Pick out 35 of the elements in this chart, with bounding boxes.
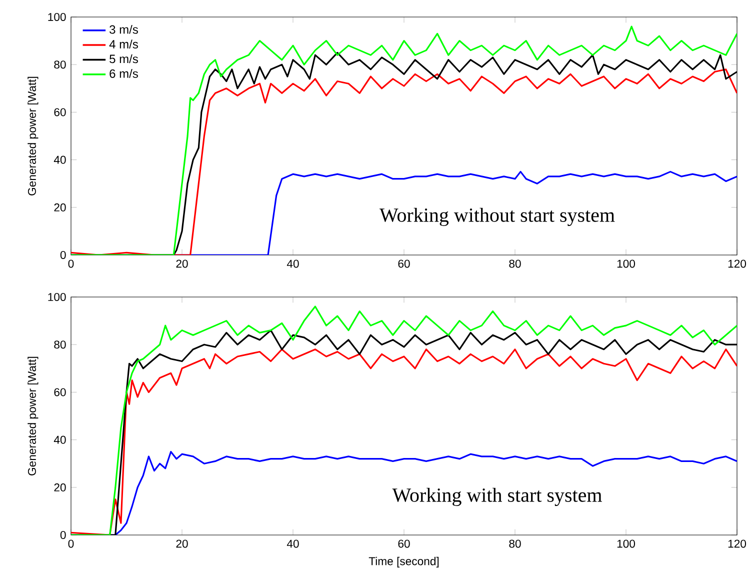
x-tick-label: 0 <box>68 540 74 548</box>
y-tick-label: 60 <box>54 108 66 116</box>
y-tick-label: 80 <box>54 60 66 69</box>
x-tick-label: 80 <box>509 540 521 548</box>
y-axis-title: Generated power [Watt] <box>28 356 38 476</box>
legend-label: 5 m/s <box>110 54 138 64</box>
x-tick-label: 20 <box>176 540 188 548</box>
x-tick-label: 0 <box>68 260 74 268</box>
y-tick-label: 20 <box>54 483 66 492</box>
x-axis-title: Time [second] <box>368 556 439 568</box>
y-tick-label: 100 <box>48 12 66 21</box>
legend-label: 6 m/s <box>110 69 138 78</box>
y-tick-label: 80 <box>54 340 66 349</box>
legend-label: 4 m/s <box>109 40 138 48</box>
y-axis-title: Generated power [Watt] <box>28 76 38 196</box>
x-tick-label: 40 <box>286 540 299 548</box>
x-tick-label: 100 <box>617 260 636 268</box>
x-tick-label: 120 <box>728 260 746 268</box>
x-tick-label: 40 <box>286 260 299 268</box>
x-tick-label: 20 <box>176 260 188 268</box>
x-tick-label: 100 <box>617 540 636 548</box>
legend-label: 3 m/s <box>110 24 138 34</box>
annotation: Working without start system <box>379 208 615 226</box>
x-tick-label: 60 <box>398 540 410 548</box>
x-tick-label: 60 <box>398 260 410 268</box>
y-tick-label: 40 <box>54 436 66 444</box>
x-tick-label: 80 <box>509 260 521 268</box>
annotation: Working with start system <box>392 488 602 506</box>
y-tick-label: 40 <box>54 156 66 164</box>
y-tick-label: 100 <box>48 292 66 302</box>
y-tick-label: 0 <box>60 250 66 260</box>
y-tick-label: 0 <box>60 530 66 540</box>
y-tick-label: 20 <box>54 203 66 212</box>
x-tick-label: 120 <box>728 540 746 548</box>
y-tick-label: 60 <box>54 388 66 396</box>
